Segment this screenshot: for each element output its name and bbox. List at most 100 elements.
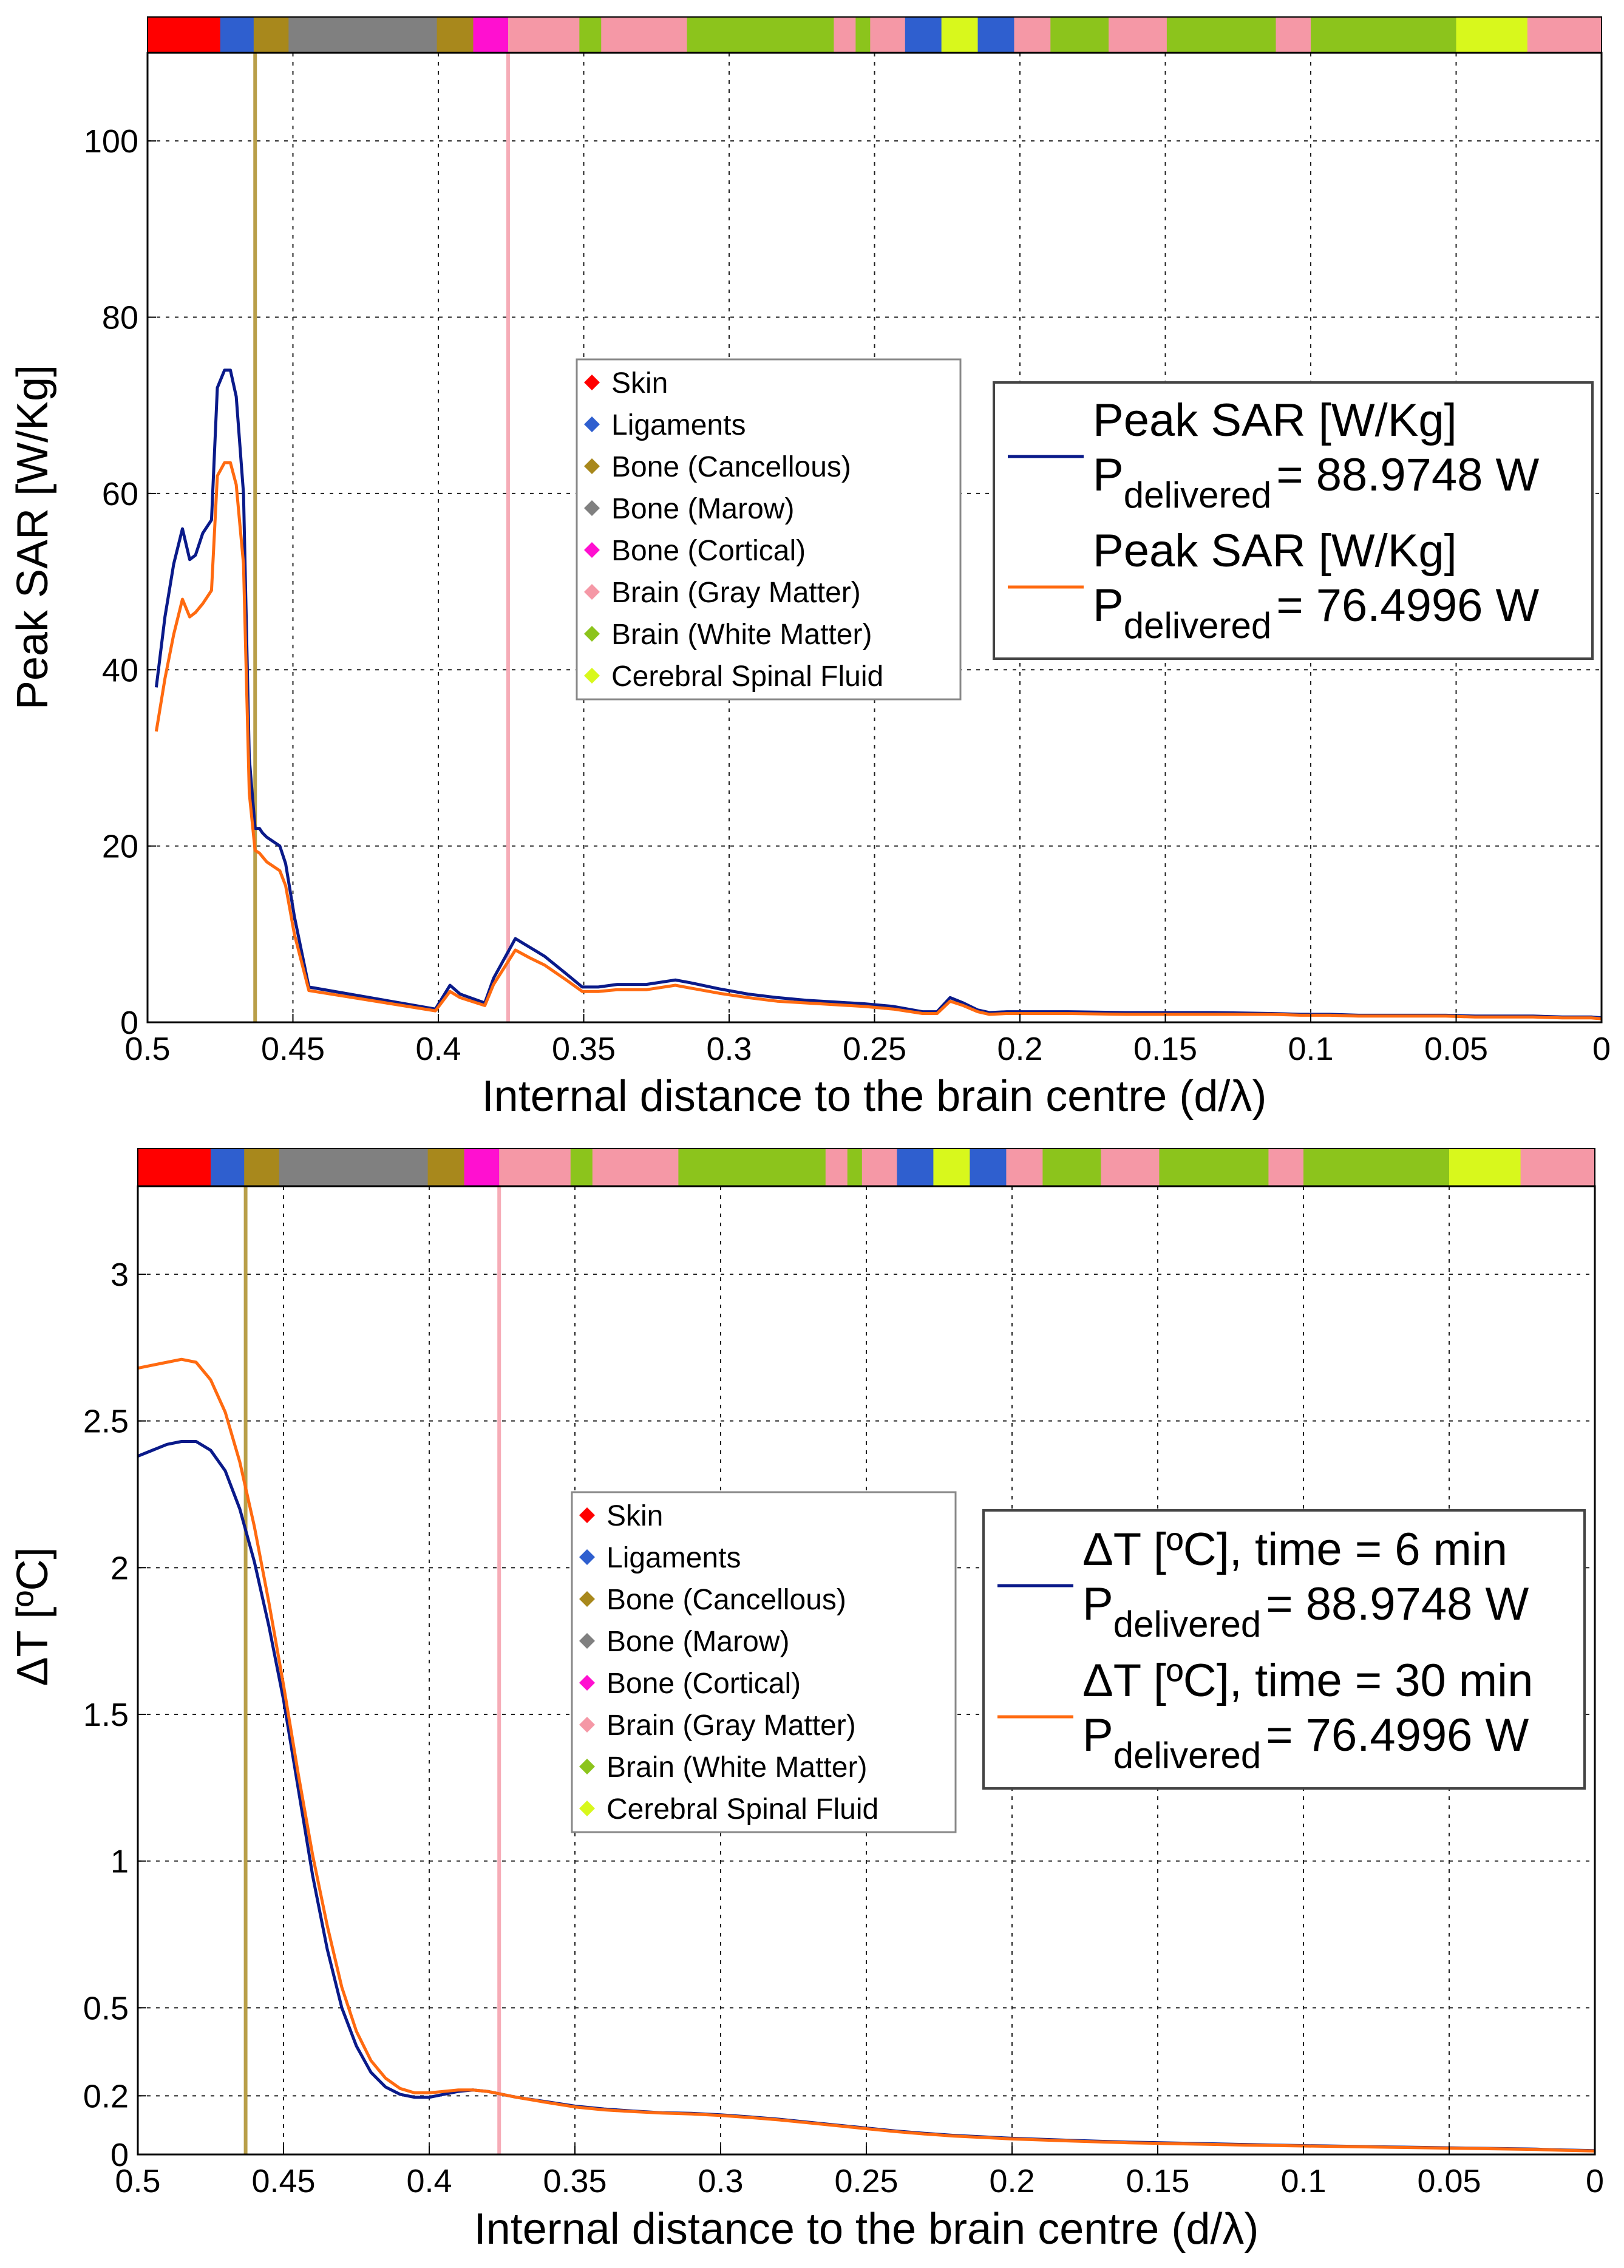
power-value: = 88.9748 W — [1266, 1578, 1529, 1630]
x-tick-label: 0.35 — [552, 1031, 616, 1067]
tissue-segment-marow — [279, 1149, 429, 1186]
tissue-segment-canc — [437, 17, 474, 53]
legend-series-1-name: Peak SAR [W/Kg] — [1093, 395, 1457, 446]
x-tick-label: 0.4 — [415, 1031, 461, 1067]
x-tick-label: 0.15 — [1126, 2163, 1189, 2199]
tissue-segment-canc — [244, 1149, 280, 1186]
x-tick-label: 0.05 — [1417, 2163, 1481, 2199]
tissue-segment-csf — [941, 17, 979, 53]
legend-label-skin: Skin — [606, 1500, 663, 1532]
tissue-segment-gray — [1014, 17, 1052, 53]
tissue-strip — [137, 1148, 1595, 1187]
tissue-segment-gray — [1276, 17, 1311, 53]
y-tick-label: 40 — [102, 652, 138, 688]
power-value: = 76.4996 W — [1276, 580, 1539, 631]
y-tick-label: 0.2 — [83, 2078, 129, 2114]
tissue-segment-gray — [1268, 1149, 1304, 1186]
series-legend: ΔT [ºC], time = 6 min Pdelivered = 88.974… — [982, 1509, 1586, 1790]
power-symbol: P — [1082, 1578, 1113, 1630]
legend-marker-white — [579, 1759, 595, 1774]
data-series — [137, 1357, 1595, 2153]
tissue-segment-white — [687, 17, 835, 53]
x-axis-label: Internal distance to the brain centre (d… — [482, 1072, 1267, 1121]
y-tick-label: 1.5 — [83, 1697, 129, 1733]
y-tick-label: 0 — [120, 1005, 138, 1041]
legend-marker-marow — [579, 1633, 595, 1649]
tissue-legend: Skin Ligaments Bone (Cancellous) Bone (Maro… — [576, 358, 962, 701]
tissue-segment-gray — [870, 17, 906, 53]
legend-marker-canc — [584, 458, 600, 474]
legend-series-1-power: Pdelivered = 88.9748 W — [1093, 449, 1540, 515]
y-tick-label: 100 — [84, 123, 138, 160]
tissue-segment-gray — [834, 17, 857, 53]
legend-series-1-power: Pdelivered = 88.9748 W — [1082, 1578, 1529, 1645]
legend-marker-skin — [584, 375, 600, 390]
x-tick-label: 0.3 — [706, 1031, 752, 1067]
legend-series-2-power: Pdelivered = 76.4996 W — [1082, 1709, 1529, 1776]
tissue-segment-white — [847, 1149, 863, 1186]
tissue-segment-gray — [1520, 1149, 1595, 1186]
tissue-segment-gray — [861, 1149, 898, 1186]
tissue-segment-lig — [970, 1149, 1007, 1186]
legend-marker-cort — [584, 542, 600, 558]
tissue-segment-lig — [905, 17, 942, 53]
tissue-segment-gray — [601, 17, 688, 53]
bottom-panel: 0.5 0.45 0.4 0.35 0.3 0.25 0.2 0.15 0.1 0.05 0 00.… — [8, 1148, 1604, 2253]
x-tick-label: 0.05 — [1424, 1031, 1488, 1067]
legend-marker-gray — [584, 584, 600, 600]
y-axis-label: ΔT [ºC] — [8, 1547, 57, 1686]
tissue-segment-gray — [1101, 1149, 1160, 1186]
power-subscript: delivered — [1113, 1735, 1262, 1776]
tissue-segment-white — [1311, 17, 1457, 53]
legend-marker-canc — [579, 1591, 595, 1607]
tissue-segment-gray — [1527, 17, 1602, 53]
tissue-boundary-lines — [243, 1186, 501, 2154]
tissue-segment-white — [1303, 1149, 1450, 1186]
data-series — [154, 368, 1602, 1020]
power-value: = 76.4996 W — [1266, 1709, 1529, 1761]
tissue-segment-lig — [220, 17, 254, 53]
power-subscript: delivered — [1124, 475, 1272, 515]
tissue-segment-gray — [499, 1149, 571, 1186]
x-tick-label: 0.15 — [1133, 1031, 1197, 1067]
x-tick-label: 0.4 — [406, 2163, 452, 2199]
tissue-segment-gray — [825, 1149, 848, 1186]
y-tick-labels: 0 20 40 60 80 100 — [84, 123, 156, 1041]
legend-marker-csf — [579, 1801, 595, 1816]
y-tick-label: 0.5 — [83, 1990, 129, 2026]
x-tick-label: 0.1 — [1288, 1031, 1333, 1067]
tissue-segment-skin — [148, 17, 221, 53]
legend-label-gray: Brain (Gray Matter) — [611, 577, 861, 609]
legend-series-1-name: ΔT [ºC], time = 6 min — [1082, 1524, 1507, 1575]
x-tick-label: 0 — [1592, 1031, 1611, 1067]
tissue-segment-white — [579, 17, 602, 53]
legend-marker-csf — [584, 668, 600, 684]
x-tick-label: 0.5 — [124, 1031, 170, 1067]
legend-label-csf: Cerebral Spinal Fluid — [611, 660, 883, 693]
legend-label-gray: Brain (Gray Matter) — [606, 1709, 856, 1742]
x-tick-label: 0.45 — [261, 1031, 325, 1067]
x-tick-labels: 0.5 0.45 0.4 0.35 0.3 0.25 0.2 0.15 0.1 0.05 0 — [115, 2146, 1604, 2199]
x-tick-label: 0.1 — [1280, 2163, 1326, 2199]
legend-series-2-power: Pdelivered = 76.4996 W — [1093, 580, 1540, 646]
power-subscript: delivered — [1113, 1604, 1262, 1645]
tissue-segment-gray — [1006, 1149, 1044, 1186]
tissue-strip — [147, 16, 1602, 53]
x-tick-label: 0 — [1586, 2163, 1604, 2199]
x-tick-labels: 0.5 0.45 0.4 0.35 0.3 0.25 0.2 0.15 0.1 0.05 0 — [124, 1014, 1611, 1067]
tissue-segment-lig — [211, 1149, 245, 1186]
power-symbol: P — [1093, 449, 1124, 501]
x-tick-label: 0.2 — [989, 2163, 1035, 2199]
y-tick-label: 1 — [110, 1844, 129, 1880]
y-tick-labels: 0 0.2 0.5 1 1.5 2 2.5 3 — [83, 1257, 146, 2173]
top-panel: 0.5 0.45 0.4 0.35 0.3 0.25 0.2 0.15 0.1 0.05 0 0 20… — [8, 16, 1611, 1121]
legend-label-cort: Bone (Cortical) — [611, 535, 806, 567]
y-tick-label: 20 — [102, 829, 138, 865]
x-tick-label: 0.3 — [698, 2163, 743, 2199]
legend-marker-white — [584, 626, 600, 642]
legend-marker-cort — [579, 1675, 595, 1691]
tissue-segment-cort — [464, 1149, 500, 1186]
x-tick-label: 0.25 — [834, 2163, 898, 2199]
power-subscript: delivered — [1124, 605, 1272, 646]
